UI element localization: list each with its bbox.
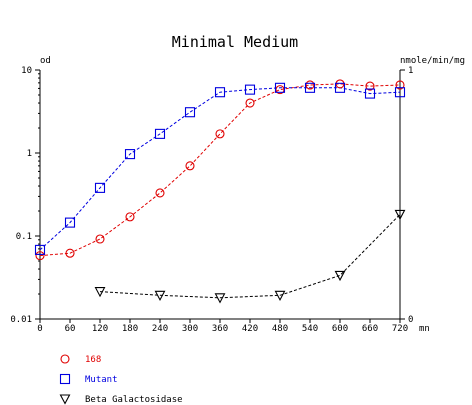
data-point-beta-galactosidase: [274, 290, 286, 302]
x-tick-label: 300: [182, 324, 198, 334]
x-tick-label: 540: [302, 324, 318, 334]
data-point-168: [215, 129, 225, 139]
x-axis-unit-label: mn: [419, 324, 430, 334]
data-point-mutant: [244, 84, 256, 95]
data-point-168: [155, 188, 165, 198]
chart-title: Minimal Medium: [172, 33, 298, 51]
data-point-beta-galactosidase: [94, 287, 106, 298]
data-point-mutant: [184, 107, 196, 118]
data-point-168: [365, 81, 375, 91]
series-line-beta-galactosidase: [99, 214, 401, 299]
left-axis-label: od: [40, 56, 51, 66]
left-tick-label: 1: [27, 149, 32, 159]
data-point-mutant: [94, 182, 106, 193]
x-tick-label: 180: [122, 324, 138, 334]
left-tick-label: 10: [21, 66, 32, 76]
x-tick-label: 60: [65, 324, 76, 334]
data-point-mutant: [124, 149, 136, 160]
data-point-beta-galactosidase: [154, 290, 166, 302]
data-point-168: [125, 212, 135, 222]
data-point-mutant: [274, 82, 286, 93]
x-tick-label: 480: [272, 324, 288, 334]
x-tick-label: 120: [92, 324, 108, 334]
series-line-168: [39, 83, 401, 257]
data-point-168: [245, 98, 255, 108]
data-point-mutant: [394, 87, 406, 98]
series-markers: [34, 79, 406, 304]
x-tick-label: 420: [242, 324, 258, 334]
x-tick-label: 240: [152, 324, 168, 334]
legend-marker-mutant: [59, 373, 71, 385]
legend-label-mutant: Mutant: [85, 375, 118, 385]
x-tick-label: 600: [332, 324, 348, 334]
data-point-mutant: [304, 82, 316, 93]
data-point-beta-galactosidase: [394, 209, 406, 221]
data-point-mutant: [34, 244, 46, 255]
data-point-168: [185, 161, 195, 171]
series-line-mutant: [39, 87, 401, 251]
legend-label-beta-galactosidase: Beta Galactosidase: [85, 395, 183, 405]
x-tick-label: 360: [212, 324, 228, 334]
legend-marker-beta-galactosidase: [59, 394, 71, 405]
x-tick-label: 720: [392, 324, 408, 334]
left-tick-label: 0.1: [16, 232, 32, 242]
left-tick-label: 0.01: [10, 315, 32, 325]
data-point-mutant: [64, 217, 76, 228]
axes: 0 60 120 180 240 300 360 420 480 540 600 660 720 0.01…: [10, 66, 413, 334]
legend: 168 Mutant Beta Galactosidase: [59, 354, 183, 405]
x-tick-label: 0: [37, 324, 42, 334]
data-point-mutant: [364, 88, 376, 99]
data-point-mutant: [334, 82, 346, 93]
right-axis-label: nmole/min/mg: [400, 56, 465, 66]
data-point-beta-galactosidase: [334, 270, 346, 282]
data-point-mutant: [214, 87, 226, 98]
data-point-168: [395, 80, 405, 90]
data-point-mutant: [154, 128, 166, 139]
legend-label-168: 168: [85, 355, 101, 365]
data-point-beta-galactosidase: [214, 293, 226, 304]
data-point-168: [95, 234, 105, 244]
legend-marker-168: [60, 354, 70, 364]
data-point-168: [65, 248, 75, 258]
series-lines: [39, 83, 401, 299]
data-point-168: [35, 251, 45, 261]
x-tick-label: 660: [362, 324, 378, 334]
right-tick-label: 0: [408, 315, 413, 325]
right-tick-label: 1: [408, 66, 413, 76]
